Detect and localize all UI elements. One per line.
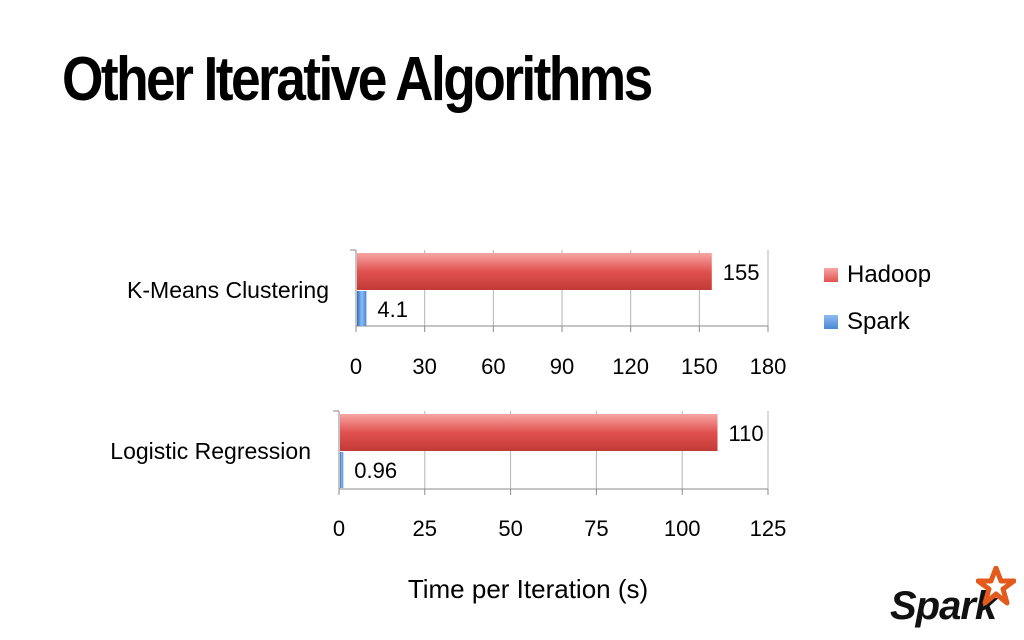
x-tick-label: 90	[550, 354, 574, 379]
data-label-hadoop: 155	[723, 260, 760, 285]
x-tick-label: 0	[350, 354, 362, 379]
x-tick-label: 50	[498, 516, 522, 541]
spark-logo-text: Spark	[890, 584, 997, 628]
data-label-spark: 0.96	[354, 458, 397, 483]
category-label: K-Means Clustering	[127, 277, 329, 303]
slide-title: Other Iterative Algorithms	[62, 45, 653, 114]
legend-swatch-hadoop	[824, 268, 838, 282]
data-label-spark: 4.1	[377, 297, 408, 322]
legend-swatch-spark	[824, 315, 838, 329]
x-tick-label: 25	[413, 516, 437, 541]
legend-item-hadoop: Hadoop	[824, 261, 932, 288]
x-axis-label: Time per Iteration (s)	[407, 574, 649, 604]
x-tick-label: 60	[481, 354, 505, 379]
x-tick-label: 180	[750, 354, 787, 379]
bar-hadoop	[357, 253, 712, 290]
x-tick-label: 125	[750, 516, 787, 541]
x-tick-label: 30	[412, 354, 436, 379]
legend-item-spark: Spark	[824, 308, 931, 335]
x-tick-label: 0	[333, 516, 345, 541]
legend: Hadoop Spark	[824, 261, 932, 356]
category-label: Logistic Regression	[110, 438, 311, 464]
bar-spark	[357, 291, 367, 326]
charts-root: 0 30 60 90 120 150 180 155 4.1 K-Means Clustering…	[110, 249, 787, 541]
bar-spark	[340, 452, 344, 488]
x-tick-label: 100	[664, 516, 701, 541]
legend-label-hadoop: Hadoop	[847, 261, 932, 288]
spark-logo: Spark	[890, 566, 1018, 634]
legend-label-spark: Spark	[847, 308, 910, 335]
x-tick-label: 75	[584, 516, 608, 541]
x-tick-label: 150	[681, 354, 718, 379]
bar-hadoop	[340, 414, 718, 451]
spark-star-icon	[976, 566, 1016, 606]
x-tick-label: 120	[612, 354, 649, 379]
data-label-hadoop: 110	[729, 421, 764, 446]
